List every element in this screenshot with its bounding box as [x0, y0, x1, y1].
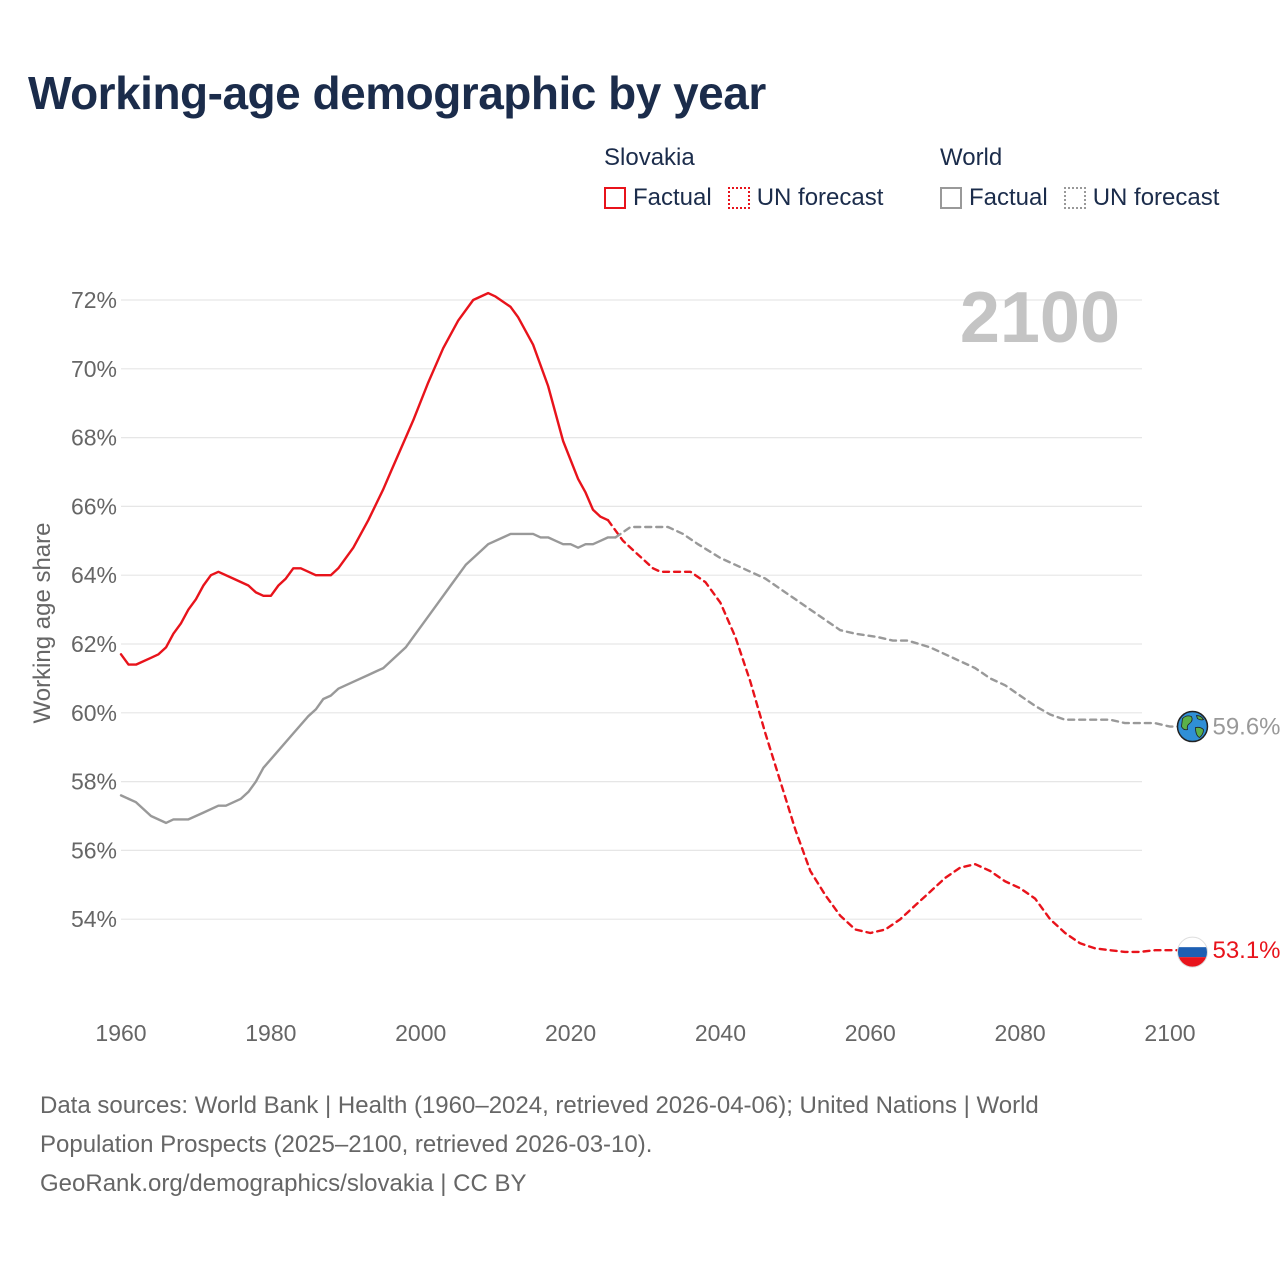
- legend-swatch-solid: [604, 187, 626, 209]
- legend-group-title: Slovakia: [604, 144, 695, 171]
- y-axis-label: Working age share: [29, 523, 56, 724]
- legend-group-world: World Factual UN forecast: [940, 144, 1219, 212]
- x-tick-label: 2020: [545, 1020, 596, 1046]
- y-tick-label: 70%: [71, 356, 117, 382]
- y-tick-label: 66%: [71, 493, 117, 519]
- legend-swatch-dotted: [727, 187, 750, 209]
- grid: [121, 299, 1142, 920]
- legend-swatch-solid: [940, 187, 962, 209]
- slovakia-end-label: 53.1%: [1212, 937, 1280, 964]
- slovakia-end-marker: 53.1%: [1176, 936, 1280, 968]
- y-tick-label: 64%: [71, 562, 117, 588]
- x-tick-label: 2100: [1144, 1020, 1195, 1046]
- footer-sources: Data sources: World Bank | Health (1960–…: [40, 1086, 1220, 1203]
- year-watermark: 2100: [960, 278, 1120, 358]
- world-end-label: 59.6%: [1212, 714, 1280, 741]
- legend-item-label: UN forecast: [1092, 184, 1220, 211]
- legend-item-label: Factual: [633, 184, 712, 211]
- legend-swatch-dotted: [1063, 187, 1086, 209]
- chart-title: Working-age demographic by year: [28, 67, 766, 119]
- x-tick-label: 2040: [695, 1020, 746, 1046]
- y-tick-label: 54%: [71, 906, 117, 932]
- y-tick-label: 56%: [71, 837, 117, 863]
- legend-item-label: Factual: [969, 184, 1048, 211]
- series: [119, 291, 1194, 954]
- world-end-marker: 59.6%: [1176, 710, 1280, 743]
- x-tick-label: 2000: [395, 1020, 446, 1046]
- y-tick-label: 72%: [71, 287, 117, 313]
- y-tick-label: 68%: [71, 425, 117, 451]
- legend-item-slovakia-factual[interactable]: Factual: [604, 184, 712, 212]
- x-tick-label: 1960: [95, 1020, 146, 1046]
- footer-line: GeoRank.org/demographics/slovakia | CC B…: [40, 1170, 527, 1197]
- line-chart: 2100 54% 56% 58% 60% 62% 64% 66% 68% 70% 72% 1960…: [29, 278, 1280, 1046]
- series-line-world-factual: [119, 532, 617, 825]
- slovakia-flag-icon: [1177, 937, 1208, 968]
- legend-item-label: UN forecast: [756, 184, 884, 211]
- globe-land: [1181, 715, 1205, 739]
- y-tick-label: 62%: [71, 631, 117, 657]
- footer-line: Population Prospects (2025–2100, retriev…: [40, 1131, 653, 1158]
- legend-item-world-forecast[interactable]: UN forecast: [1063, 184, 1220, 212]
- x-tick-label: 1980: [245, 1020, 296, 1046]
- y-tick-label: 58%: [71, 769, 117, 795]
- legend-group-slovakia: Slovakia Factual UN forecast: [604, 144, 899, 212]
- x-tick-label: 2080: [995, 1020, 1046, 1046]
- legend-group-title: World: [940, 144, 1003, 171]
- y-tick-label: 60%: [71, 700, 117, 726]
- footer-line: Data sources: World Bank | Health (1960–…: [40, 1092, 1039, 1119]
- series-line-slovakia-forecast: [606, 519, 1194, 954]
- series-line-world-forecast: [614, 525, 1194, 728]
- x-axis-ticks: 1960 1980 2000 2020 2040 2060 2080 2100: [95, 1020, 1195, 1046]
- legend-item-slovakia-forecast[interactable]: UN forecast: [727, 184, 884, 212]
- y-axis-ticks: 54% 56% 58% 60% 62% 64% 66% 68% 70% 72%: [71, 287, 117, 932]
- flag-ring: [1176, 936, 1208, 968]
- x-tick-label: 2060: [845, 1020, 896, 1046]
- series-line-slovakia-factual: [119, 291, 610, 666]
- legend-item-world-factual[interactable]: Factual: [940, 184, 1048, 212]
